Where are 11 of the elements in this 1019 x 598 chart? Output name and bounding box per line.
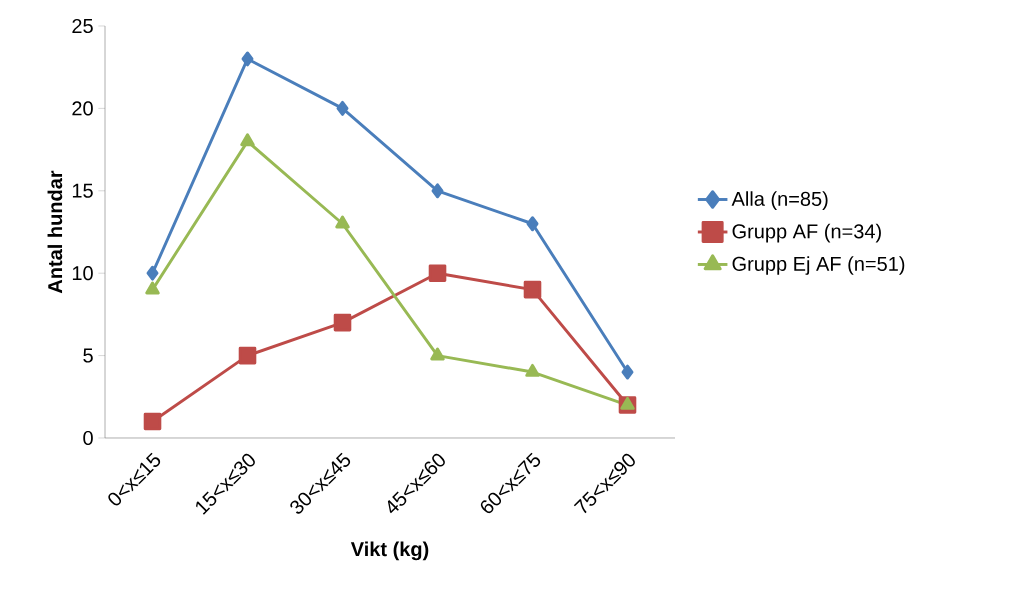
- x-axis-title: Vikt (kg): [350, 541, 429, 561]
- legend-label: Alla (n=85): [731, 191, 828, 210]
- y-axis-title: Antal hundar: [47, 170, 63, 294]
- y-tick-label: 5: [83, 348, 93, 363]
- y-tick-label: 20: [72, 101, 93, 116]
- y-tick-label: 10: [72, 266, 93, 281]
- y-tick-label: 15: [72, 183, 93, 198]
- y-tick-label: 0: [83, 430, 93, 446]
- y-tick-label: 25: [72, 18, 93, 34]
- legend-label: Grupp AF (n=34): [732, 223, 881, 243]
- legend-label: Grupp Ej AF (n=51): [732, 256, 905, 275]
